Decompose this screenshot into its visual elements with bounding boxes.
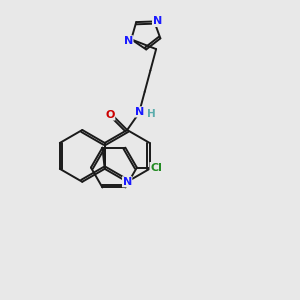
Text: N: N: [135, 107, 144, 117]
Text: N: N: [122, 177, 132, 187]
Text: Cl: Cl: [150, 163, 162, 172]
Text: O: O: [105, 110, 115, 120]
Text: N: N: [124, 36, 133, 46]
Text: H: H: [147, 109, 156, 119]
Text: N: N: [152, 16, 162, 26]
